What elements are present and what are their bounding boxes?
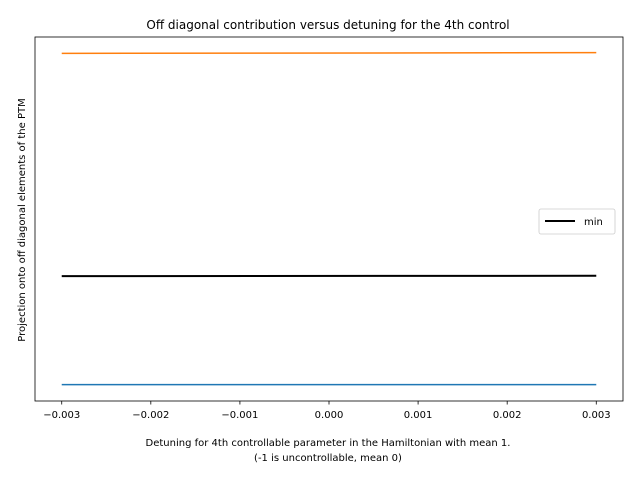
- x-tick-label: 0.002: [493, 410, 522, 421]
- x-tick-label: 0.003: [582, 410, 611, 421]
- x-tick-label: 0.000: [315, 410, 344, 421]
- x-tick-label: 0.001: [404, 410, 433, 421]
- series-line-orange: [61, 51, 597, 55]
- y-axis-label: Projection onto off diagonal elements of…: [17, 98, 28, 341]
- series-layer: [61, 51, 597, 386]
- legend-label-min: min: [584, 217, 603, 228]
- x-tick-label: −0.002: [132, 410, 169, 421]
- chart-title: Off diagonal contribution versus detunin…: [146, 18, 509, 32]
- x-tick-label: −0.001: [221, 410, 258, 421]
- x-axis-label-line2: (-1 is uncontrollable, mean 0): [254, 453, 402, 464]
- x-tick-label: −0.003: [43, 410, 80, 421]
- x-axis-ticks: −0.003 −0.002 −0.001 0.000 0.001 0.002 0.003: [43, 401, 611, 421]
- plot-frame: [34, 36, 624, 402]
- plot-area: [34, 36, 624, 402]
- legend-box: [538, 208, 616, 235]
- x-axis-label-line1: Detuning for 4th controllable parameter …: [146, 438, 511, 449]
- legend: min: [538, 208, 616, 235]
